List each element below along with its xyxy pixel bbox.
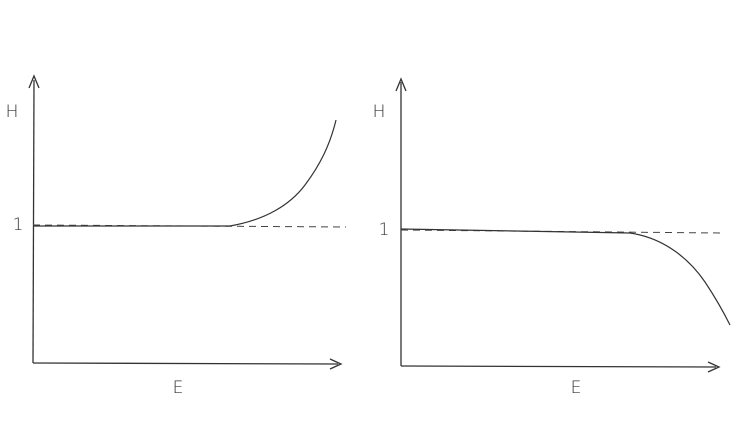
x-axis (32, 362, 339, 365)
x-axis (400, 365, 717, 368)
x-arrow (329, 358, 343, 370)
curve (400, 228, 731, 326)
y-arrow (395, 77, 407, 92)
x-label: E (571, 378, 582, 398)
panel-right: H 1 E (373, 77, 731, 398)
curve (33, 119, 337, 227)
x-label: E (173, 378, 184, 398)
x-arrow (707, 361, 721, 373)
y-tick-label: 1 (13, 215, 24, 235)
y-tick-label: 1 (379, 220, 390, 240)
y-axis (32, 79, 35, 364)
panel-left: H 1 E (6, 74, 347, 398)
y-label: H (373, 102, 386, 122)
y-label: H (6, 102, 19, 122)
y-arrow (28, 74, 40, 89)
